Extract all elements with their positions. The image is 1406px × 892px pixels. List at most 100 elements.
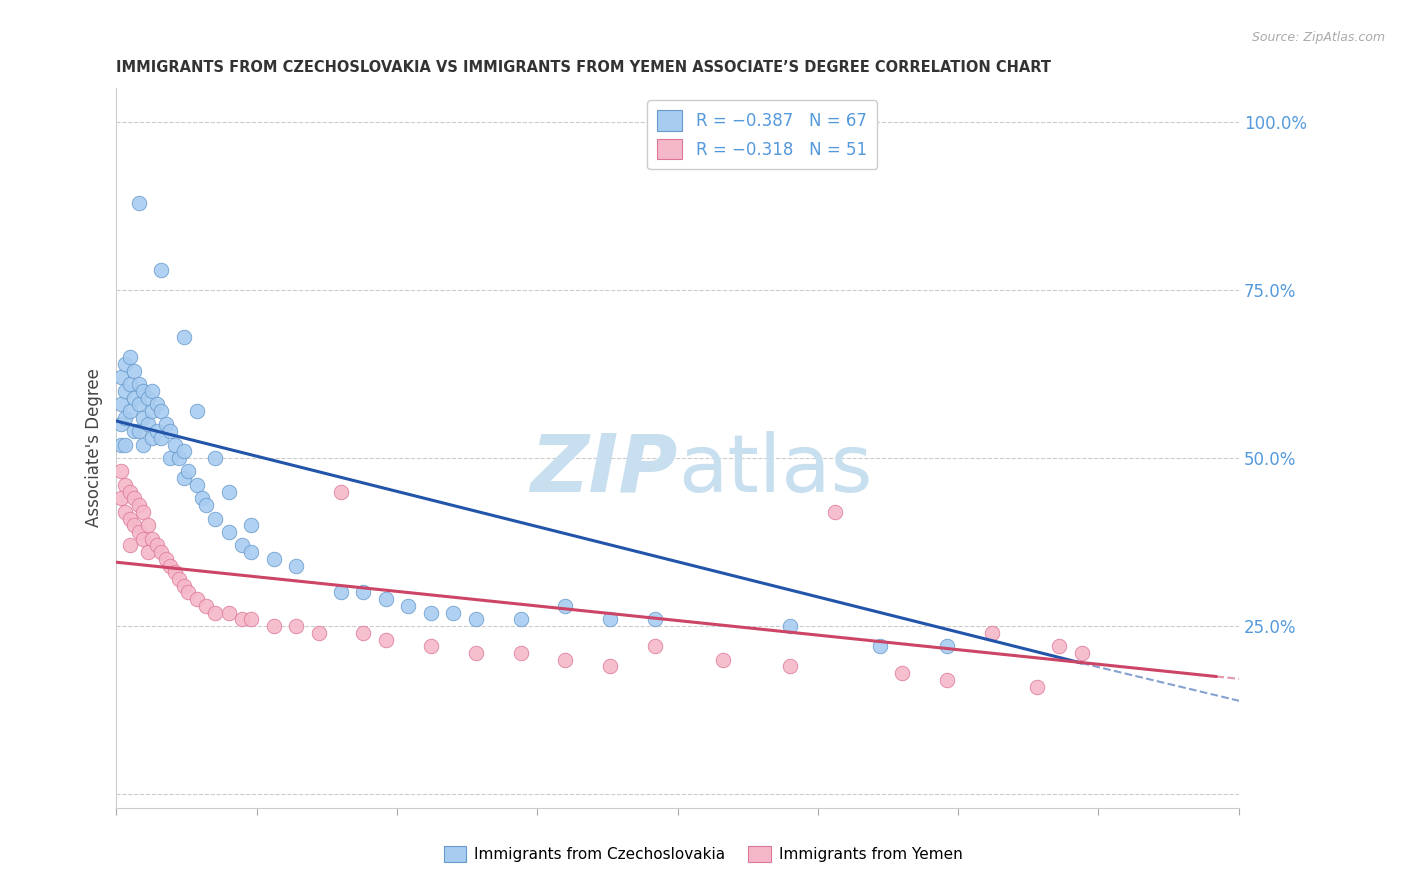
Point	[1025, 680, 1047, 694]
Point	[169, 450, 191, 465]
Point	[141, 431, 163, 445]
Point	[128, 195, 150, 210]
Point	[124, 518, 146, 533]
Point	[936, 673, 959, 687]
Point	[118, 538, 141, 552]
Point	[136, 391, 159, 405]
Point	[173, 471, 195, 485]
Point	[509, 646, 531, 660]
Point	[711, 653, 734, 667]
Point	[352, 625, 374, 640]
Point	[195, 599, 218, 613]
Point	[186, 404, 208, 418]
Point	[186, 478, 208, 492]
Point	[240, 545, 263, 559]
Point	[464, 646, 486, 660]
Point	[114, 437, 136, 451]
Legend: R = −0.387   N = 67, R = −0.318   N = 51: R = −0.387 N = 67, R = −0.318 N = 51	[648, 100, 877, 169]
Point	[155, 552, 177, 566]
Point	[204, 606, 226, 620]
Point	[824, 505, 846, 519]
Point	[114, 505, 136, 519]
Point	[419, 606, 441, 620]
Point	[110, 491, 132, 506]
Point	[195, 498, 218, 512]
Point	[509, 612, 531, 626]
Point	[218, 484, 240, 499]
Point	[114, 384, 136, 398]
Point	[980, 625, 1002, 640]
Text: atlas: atlas	[678, 431, 872, 508]
Y-axis label: Associate's Degree: Associate's Degree	[86, 368, 103, 527]
Point	[155, 417, 177, 432]
Point	[191, 491, 214, 506]
Point	[218, 524, 240, 539]
Point	[141, 384, 163, 398]
Point	[554, 653, 576, 667]
Point	[118, 484, 141, 499]
Point	[136, 417, 159, 432]
Point	[114, 478, 136, 492]
Point	[936, 640, 959, 654]
Legend: Immigrants from Czechoslovakia, Immigrants from Yemen: Immigrants from Czechoslovakia, Immigran…	[437, 840, 969, 868]
Point	[204, 450, 226, 465]
Point	[163, 437, 186, 451]
Point	[204, 511, 226, 525]
Point	[128, 524, 150, 539]
Point	[374, 632, 396, 647]
Point	[118, 350, 141, 364]
Point	[186, 592, 208, 607]
Point	[644, 640, 666, 654]
Point	[132, 505, 155, 519]
Point	[159, 424, 181, 438]
Point	[114, 357, 136, 371]
Point	[169, 572, 191, 586]
Point	[352, 585, 374, 599]
Point	[240, 518, 263, 533]
Point	[308, 625, 330, 640]
Point	[779, 659, 801, 673]
Point	[1047, 640, 1070, 654]
Point	[114, 410, 136, 425]
Point	[329, 484, 352, 499]
Point	[141, 532, 163, 546]
Point	[110, 417, 132, 432]
Point	[146, 424, 169, 438]
Point	[644, 612, 666, 626]
Point	[263, 619, 285, 633]
Point	[240, 612, 263, 626]
Point	[441, 606, 464, 620]
Point	[163, 566, 186, 580]
Point	[159, 558, 181, 573]
Point	[141, 404, 163, 418]
Point	[173, 579, 195, 593]
Point	[231, 612, 253, 626]
Point	[110, 437, 132, 451]
Text: ZIP: ZIP	[530, 431, 678, 508]
Point	[869, 640, 891, 654]
Point	[128, 377, 150, 392]
Point	[110, 465, 132, 479]
Point	[177, 465, 200, 479]
Point	[150, 404, 173, 418]
Point	[231, 538, 253, 552]
Point	[173, 444, 195, 458]
Point	[132, 437, 155, 451]
Point	[118, 511, 141, 525]
Text: Source: ZipAtlas.com: Source: ZipAtlas.com	[1251, 31, 1385, 45]
Point	[285, 619, 308, 633]
Point	[263, 552, 285, 566]
Point	[124, 424, 146, 438]
Point	[150, 431, 173, 445]
Point	[124, 364, 146, 378]
Point	[599, 659, 621, 673]
Point	[891, 666, 914, 681]
Point	[146, 397, 169, 411]
Point	[124, 391, 146, 405]
Point	[128, 397, 150, 411]
Point	[150, 262, 173, 277]
Point	[128, 424, 150, 438]
Point	[329, 585, 352, 599]
Text: IMMIGRANTS FROM CZECHOSLOVAKIA VS IMMIGRANTS FROM YEMEN ASSOCIATE’S DEGREE CORRE: IMMIGRANTS FROM CZECHOSLOVAKIA VS IMMIGR…	[117, 60, 1052, 75]
Point	[419, 640, 441, 654]
